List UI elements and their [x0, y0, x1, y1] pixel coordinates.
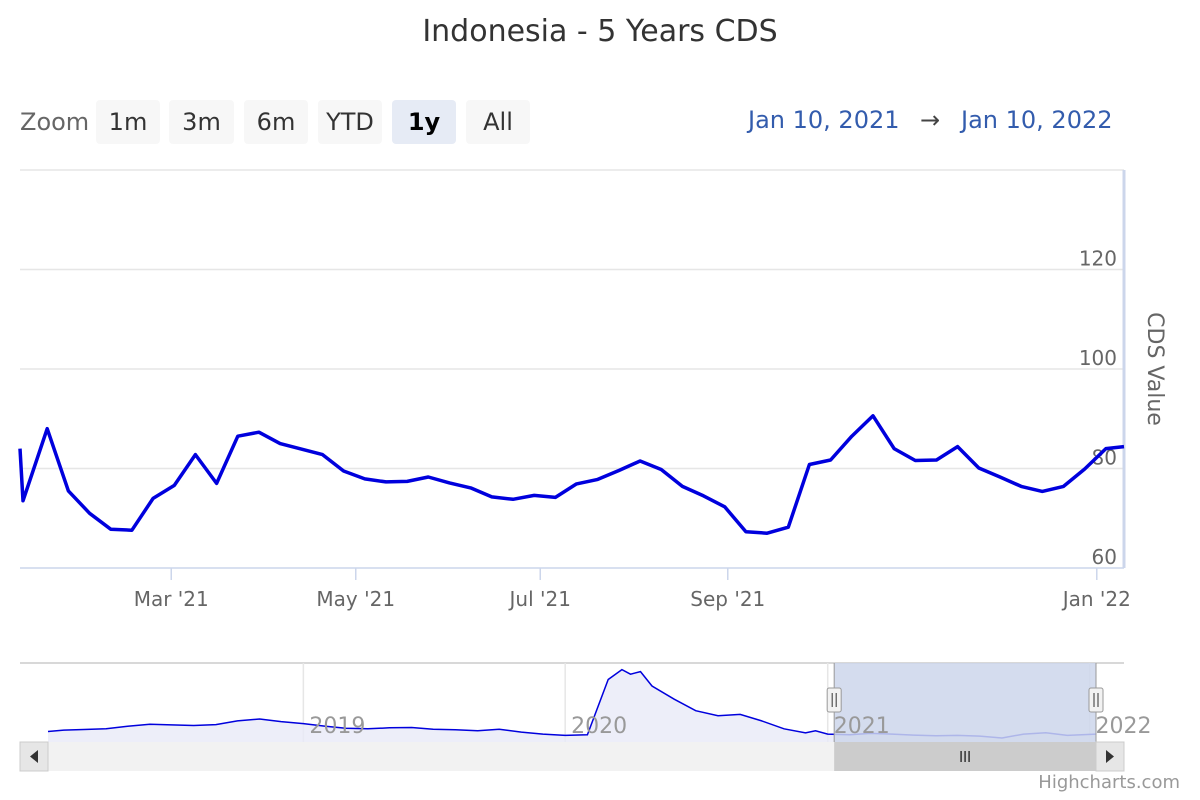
navigator-selection-mask[interactable]: [834, 663, 1096, 742]
zoom-button-ytd[interactable]: YTD: [318, 100, 382, 144]
series-line[interactable]: [18, 414, 1125, 535]
scrollbar-grip-icon: [960, 751, 970, 762]
chart-title: Indonesia - 5 Years CDS: [422, 14, 778, 49]
scroll-left-arrow-icon: [30, 750, 38, 763]
x-tick-label: Jul '21: [508, 587, 571, 611]
y-tick-label: 120: [1079, 247, 1117, 271]
x-axis: Mar '21 May '21 Jul '21 Sep '21 Jan '22: [134, 568, 1131, 611]
navigator-year-label: 2019: [309, 714, 365, 739]
zoom-button-1m[interactable]: 1m: [96, 100, 160, 144]
x-tick-label: Mar '21: [134, 587, 209, 611]
handle-grip[interactable]: [1088, 687, 1104, 713]
x-tick-label: May '21: [316, 587, 395, 611]
range-arrow-icon: →: [920, 106, 941, 134]
range-from-input[interactable]: Jan 10, 2021: [748, 106, 900, 134]
y-axis-label: CDS Value: [1142, 312, 1167, 426]
navigator[interactable]: 2019 2020 2021 2022: [20, 662, 1152, 742]
navigator-handle-right[interactable]: [1088, 663, 1104, 742]
zoom-button-6m[interactable]: 6m: [244, 100, 308, 144]
y-tick-label: 60: [1092, 545, 1117, 569]
zoom-label: Zoom: [20, 108, 90, 136]
scrollbar[interactable]: [19, 741, 1125, 772]
navigator-year-label: 2021: [834, 714, 890, 739]
x-tick-label: Sep '21: [690, 587, 765, 611]
range-to-input[interactable]: Jan 10, 2022: [961, 106, 1113, 134]
handle-grip[interactable]: [826, 687, 842, 713]
navigator-year-label: 2020: [571, 714, 627, 739]
credits-link[interactable]: Highcharts.com: [1038, 772, 1180, 793]
navigator-handle-left[interactable]: [826, 663, 842, 742]
navigator-year-labels: 2019 2020 2021 2022: [309, 714, 1151, 739]
y-tick-label: 100: [1079, 346, 1117, 370]
navigator-year-label: 2022: [1096, 714, 1152, 739]
grid-lines: [20, 169, 1124, 470]
scroll-right-arrow-icon: [1106, 750, 1114, 763]
navigator-area: [48, 669, 1096, 742]
zoom-button-all[interactable]: All: [466, 100, 530, 144]
x-tick-label: Jan '22: [1061, 587, 1131, 611]
zoom-button-3m[interactable]: 3m: [169, 100, 234, 144]
zoom-button-1y[interactable]: 1y: [392, 100, 456, 144]
